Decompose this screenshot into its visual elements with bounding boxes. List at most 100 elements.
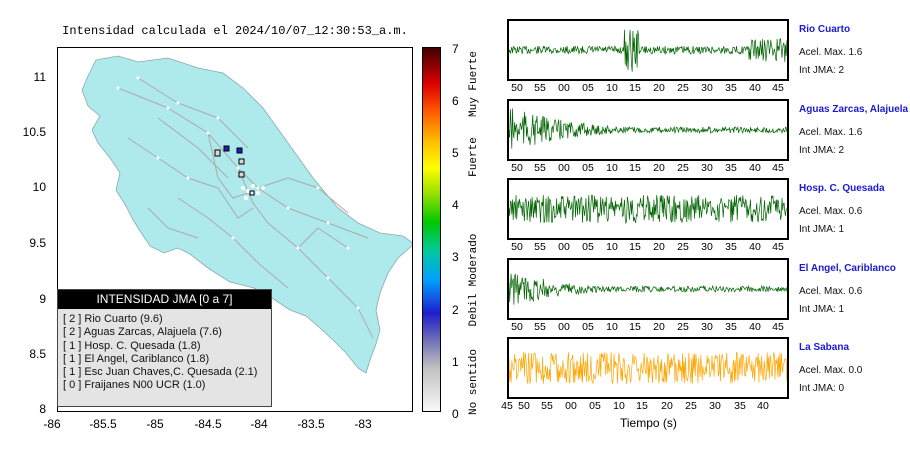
map-y-tick-label: 11 <box>33 70 46 84</box>
waveform-tick-label: 40 <box>749 321 761 333</box>
colorbar-label-debil: Debil <box>468 293 480 327</box>
station-name: El Angel, Cariblanco <box>799 263 896 274</box>
waveform-tick-label: 15 <box>629 321 641 333</box>
map-title: Intensidad calculada el 2024/10/07_12:30… <box>62 24 408 38</box>
station-jma: Int JMA: 1 <box>799 304 845 315</box>
waveform-tick-label: 50 <box>511 321 523 333</box>
waveform-tick-label: 00 <box>558 82 570 94</box>
legend-title: INTENSIDAD JMA [0 a 7] <box>58 290 271 309</box>
waveform-trace <box>509 273 787 305</box>
waveform-tick-label: 25 <box>685 400 697 412</box>
waveform-tick-label: 20 <box>653 82 665 94</box>
colorbar-label-moderado: Moderado <box>468 233 480 287</box>
map-y-tick-label: 9 <box>39 292 46 306</box>
station-accel: Acel. Max. 0.0 <box>799 365 863 376</box>
waveform-tick-label: 30 <box>701 162 713 174</box>
colorbar-label-no-sentido: No sentido <box>468 349 480 416</box>
waveform-tick-label: 00 <box>558 321 570 333</box>
waveform-tick-label: 35 <box>725 321 737 333</box>
waveform-panel <box>507 178 789 240</box>
waveform-tick-label: 35 <box>725 82 737 94</box>
waveform-tick-label: 30 <box>701 321 713 333</box>
colorbar-number: 0 <box>452 406 459 421</box>
waveform-tick-label: 20 <box>653 321 665 333</box>
waveform-tick-label: 00 <box>558 162 570 174</box>
intensity-legend: INTENSIDAD JMA [0 a 7] [ 2 ] Rio Cuarto … <box>57 289 272 407</box>
waveform-tick-label: 20 <box>653 162 665 174</box>
legend-item: [ 0 ] Fraijanes N00 UCR (1.0) <box>63 379 206 392</box>
waveform-tick-label: 15 <box>629 82 641 94</box>
waveform-tick-label: 35 <box>734 400 746 412</box>
waveform-tick-label: 05 <box>589 400 601 412</box>
colorbar-number: 5 <box>452 146 459 161</box>
waveform-tick-label: 05 <box>582 321 594 333</box>
colorbar-number: 6 <box>452 94 459 109</box>
colorbar-number: 3 <box>452 250 459 265</box>
waveform-trace <box>509 29 787 72</box>
waveform-tick-label: 35 <box>725 241 737 253</box>
waveform-tick-label: 40 <box>749 82 761 94</box>
waveform-panel <box>507 337 789 399</box>
station-name: Aguas Zarcas, Alajuela <box>799 104 909 115</box>
waveform-tick-label: 55 <box>534 321 546 333</box>
colorbar-number: 2 <box>452 302 459 317</box>
waveform-tick-label: 05 <box>582 162 594 174</box>
map-y-tick-label: 8 <box>39 402 46 416</box>
station-jma: Int JMA: 0 <box>799 383 845 394</box>
station-jma: Int JMA: 2 <box>799 65 845 76</box>
waveform-tick-label: 40 <box>749 162 761 174</box>
legend-item: [ 1 ] El Angel, Cariblanco (1.8) <box>63 352 210 365</box>
legend-item: [ 1 ] Hosp. C. Quesada (1.8) <box>63 339 201 352</box>
waveform-tick-label: 45 <box>772 82 784 94</box>
waveform-tick-label: 50 <box>511 82 523 94</box>
waveform-trace <box>509 108 787 149</box>
station-marker-hosp-quesada <box>238 158 245 165</box>
intensity-colorbar <box>422 47 441 412</box>
station-name: La Sabana <box>799 342 850 353</box>
station-marker-aguas-zarcas <box>223 145 230 152</box>
waveform-trace <box>509 194 787 225</box>
waveform-tick-label: 55 <box>534 82 546 94</box>
waveform-tick-label: 15 <box>629 162 641 174</box>
station-jma: Int JMA: 1 <box>799 224 845 235</box>
waveform-tick-label: 10 <box>606 321 618 333</box>
station-name: Rio Cuarto <box>799 24 851 35</box>
station-marker-rio-cuarto <box>236 147 243 154</box>
waveform-tick-label: 05 <box>582 82 594 94</box>
waveform-tick-label: 45 <box>501 400 513 412</box>
waveform-tick-label: 25 <box>677 162 689 174</box>
waveform-tick-label: 55 <box>534 241 546 253</box>
map-x-tick-label: -84 <box>250 417 268 431</box>
waveform-tick-label: 00 <box>558 241 570 253</box>
waveform-tick-label: 10 <box>613 400 625 412</box>
town-dots <box>116 76 360 310</box>
legend-item: [ 2 ] Rio Cuarto (9.6) <box>63 313 163 325</box>
map-y-tick-label: 9.5 <box>29 236 46 250</box>
colorbar-number: 7 <box>452 42 459 56</box>
waveform-tick-label: 15 <box>636 400 648 412</box>
station-accel: Acel. Max. 1.6 <box>799 127 863 138</box>
waveform-tick-label: 50 <box>518 400 530 412</box>
map-x-tick-label: -83.5 <box>297 417 325 431</box>
waveform-tick-label: 30 <box>701 241 713 253</box>
waveform-tick-label: 10 <box>606 241 618 253</box>
colorbar-label-fuerte: Fuerte <box>468 137 480 177</box>
waveform-tick-label: 20 <box>661 400 673 412</box>
waveform-tick-label: 10 <box>606 82 618 94</box>
waveform-tick-label: 55 <box>541 400 553 412</box>
map-y-tick-label: 8.5 <box>29 347 46 361</box>
station-accel: Acel. Max. 1.6 <box>799 47 863 58</box>
map-x-tick-label: -86 <box>43 417 61 431</box>
waveform-tick-label: 15 <box>629 241 641 253</box>
waveform-tick-label: 50 <box>511 162 523 174</box>
colorbar-number: 1 <box>452 354 459 369</box>
map-x-tick-label: -84.5 <box>194 417 222 431</box>
waveform-tick-label: 25 <box>677 321 689 333</box>
waveform-tick-label: 35 <box>725 162 737 174</box>
station-accel: Acel. Max. 0.6 <box>799 286 863 297</box>
waveform-tick-label: 50 <box>511 241 523 253</box>
waveform-panel <box>507 99 789 161</box>
intensity-map <box>57 47 413 412</box>
waveform-panel <box>507 19 789 81</box>
waveform-tick-label: 30 <box>709 400 721 412</box>
